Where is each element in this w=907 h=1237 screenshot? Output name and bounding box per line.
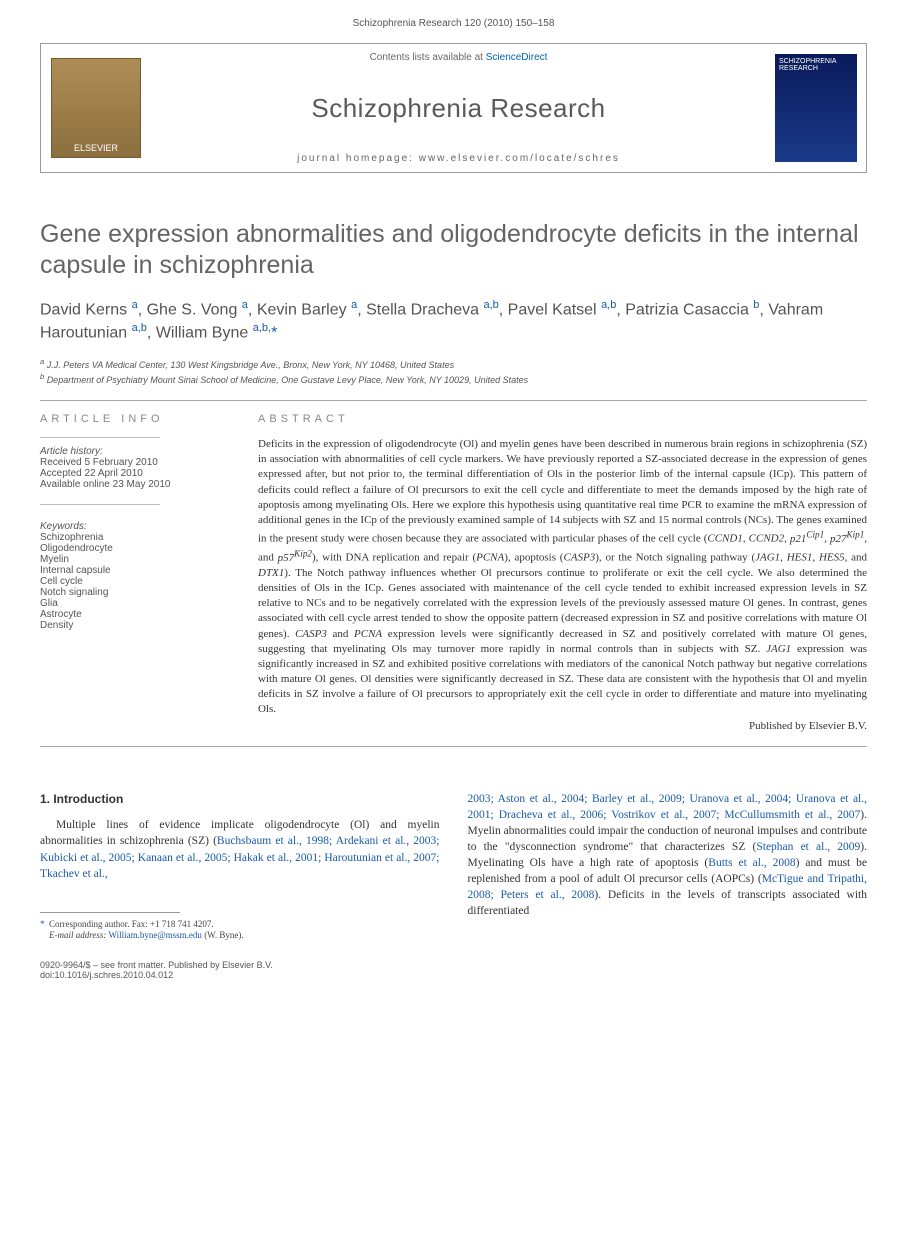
corr-email-who: (W. Byne). <box>204 930 243 940</box>
info-divider-2 <box>40 504 160 505</box>
page-footer: 0920-9964/$ – see front matter. Publishe… <box>40 960 867 980</box>
body-columns: 1. Introduction Multiple lines of eviden… <box>40 791 867 943</box>
keyword-item: Notch signaling <box>40 587 230 598</box>
footnote-separator <box>40 912 180 913</box>
abstract-heading: ABSTRACT <box>258 413 867 425</box>
history-online: Available online 23 May 2010 <box>40 479 230 490</box>
corr-email[interactable]: William.byne@mssm.edu <box>109 930 202 940</box>
intro-heading: 1. Introduction <box>40 791 440 808</box>
keyword-item: Myelin <box>40 554 230 565</box>
intro-para-2: 2003; Aston et al., 2004; Barley et al.,… <box>468 791 868 920</box>
affiliation-b-text: Department of Psychiatry Mount Sinai Sch… <box>47 375 528 385</box>
publisher-logo-cell: ELSEVIER <box>41 44 151 172</box>
footer-line-1: 0920-9964/$ – see front matter. Publishe… <box>40 960 867 970</box>
cover-thumbnail-cell: SCHIZOPHRENIA RESEARCH <box>766 44 866 172</box>
article-info-heading: ARTICLE INFO <box>40 413 230 425</box>
info-divider-1 <box>40 437 160 438</box>
homepage-prefix: journal homepage: <box>297 153 419 164</box>
affiliation-a-text: J.J. Peters VA Medical Center, 130 West … <box>47 360 454 370</box>
keyword-item: Cell cycle <box>40 576 230 587</box>
history-accepted: Accepted 22 April 2010 <box>40 468 230 479</box>
header-center: Contents lists available at ScienceDirec… <box>151 44 766 172</box>
corresponding-author-footnote: * Corresponding author. Fax: +1 718 741 … <box>40 919 440 942</box>
keyword-item: Oligodendrocyte <box>40 543 230 554</box>
history-received: Received 5 February 2010 <box>40 457 230 468</box>
author-list: David Kerns a, Ghe S. Vong a, Kevin Barl… <box>40 298 867 345</box>
affiliations-block: a J.J. Peters VA Medical Center, 130 Wes… <box>40 357 867 386</box>
divider-bottom <box>40 746 867 747</box>
cover-label: SCHIZOPHRENIA RESEARCH <box>779 58 836 72</box>
contents-prefix: Contents lists available at <box>370 52 486 63</box>
corr-author-text: Corresponding author. Fax: +1 718 741 42… <box>49 919 214 929</box>
email-label: E-mail address: <box>49 930 106 940</box>
keyword-item: Internal capsule <box>40 565 230 576</box>
info-abstract-row: ARTICLE INFO Article history: Received 5… <box>40 413 867 731</box>
star-icon: * <box>40 919 45 929</box>
column-right: 2003; Aston et al., 2004; Barley et al.,… <box>468 791 868 943</box>
keyword-item: Density <box>40 620 230 631</box>
history-label: Article history: <box>40 446 230 457</box>
intro-cite-3[interactable]: Stephan et al., 2009 <box>756 841 860 853</box>
footer-line-2: doi:10.1016/j.schres.2010.04.012 <box>40 970 867 980</box>
keyword-item: Schizophrenia <box>40 532 230 543</box>
keyword-item: Astrocyte <box>40 609 230 620</box>
contents-available-line: Contents lists available at ScienceDirec… <box>155 52 762 63</box>
keyword-item: Glia <box>40 598 230 609</box>
keywords-list: SchizophreniaOligodendrocyteMyelinIntern… <box>40 532 230 631</box>
journal-header: ELSEVIER Contents lists available at Sci… <box>40 43 867 173</box>
column-left: 1. Introduction Multiple lines of eviden… <box>40 791 440 943</box>
article-title: Gene expression abnormalities and oligod… <box>40 219 867 282</box>
elsevier-tree-logo: ELSEVIER <box>51 58 141 158</box>
abstract-text: Deficits in the expression of oligodendr… <box>258 437 867 717</box>
elsevier-logo-label: ELSEVIER <box>74 143 118 153</box>
journal-cover-thumbnail: SCHIZOPHRENIA RESEARCH <box>775 54 857 162</box>
divider-top <box>40 400 867 401</box>
sciencedirect-link[interactable]: ScienceDirect <box>486 52 548 63</box>
journal-name: Schizophrenia Research <box>155 93 762 124</box>
intro-cite-2[interactable]: 2003; Aston et al., 2004; Barley et al.,… <box>468 793 868 821</box>
intro-cite-4[interactable]: Butts et al., 2008 <box>708 857 795 869</box>
published-by: Published by Elsevier B.V. <box>258 720 867 732</box>
abstract-box: ABSTRACT Deficits in the expression of o… <box>258 413 867 731</box>
article-info-box: ARTICLE INFO Article history: Received 5… <box>40 413 230 731</box>
affiliation-a: a J.J. Peters VA Medical Center, 130 Wes… <box>40 357 867 372</box>
affiliation-b: b Department of Psychiatry Mount Sinai S… <box>40 372 867 387</box>
intro-para-1: Multiple lines of evidence implicate oli… <box>40 817 440 881</box>
homepage-url[interactable]: www.elsevier.com/locate/schres <box>419 153 620 164</box>
keywords-label: Keywords: <box>40 521 230 532</box>
running-head: Schizophrenia Research 120 (2010) 150–15… <box>40 18 867 29</box>
journal-homepage-line: journal homepage: www.elsevier.com/locat… <box>155 153 762 164</box>
